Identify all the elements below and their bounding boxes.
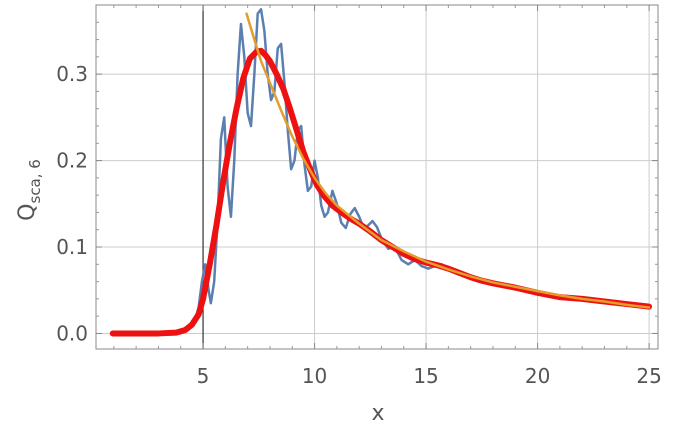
x-tick-label: 20	[525, 364, 550, 388]
y-axis-label-main: Q	[15, 204, 40, 221]
x-tick-label: 5	[197, 364, 210, 388]
x-tick-label: 25	[636, 364, 661, 388]
y-tick-label: 0.0	[56, 321, 88, 345]
y-tick-label: 0.3	[56, 62, 88, 86]
y-tick-label: 0.1	[56, 235, 88, 259]
x-tick-label: 10	[302, 364, 327, 388]
x-axis-label: x	[371, 401, 384, 426]
y-axis-label: Qsca, 6	[15, 159, 44, 221]
series-group	[109, 8, 653, 337]
plot-frame	[95, 4, 659, 350]
ticks	[96, 5, 658, 349]
x-tick-label: 15	[413, 364, 438, 388]
y-tick-label: 0.2	[56, 149, 88, 173]
tick-labels: 5 10 15 20 25 0.0 0.1 0.2 0.3	[56, 62, 662, 388]
y-axis-label-sub: sca, 6	[26, 159, 44, 203]
series-line-3	[245, 12, 651, 309]
